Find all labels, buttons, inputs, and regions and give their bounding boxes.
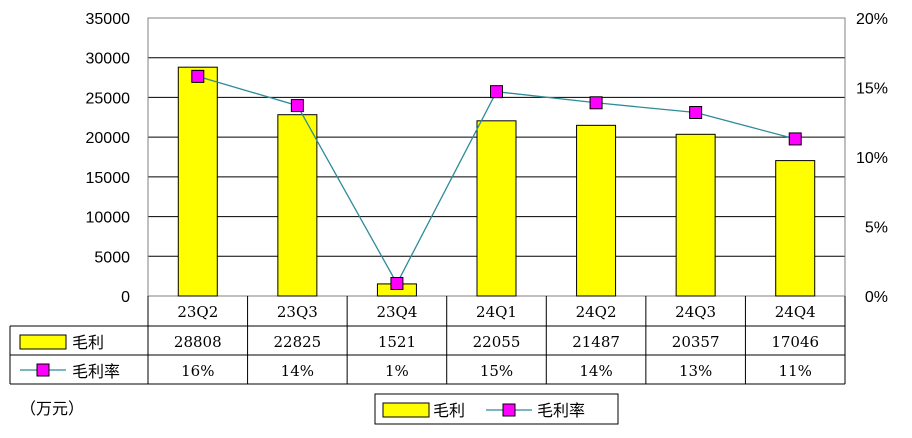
y-left-tick-label: 10000 bbox=[86, 210, 131, 227]
unit-note: （万元） bbox=[20, 399, 84, 418]
x-tick-label: 24Q2 bbox=[576, 303, 617, 321]
left-axis: 0 5000 10000 15000 20000 25000 30000 35000 bbox=[86, 11, 131, 306]
point-marker bbox=[191, 69, 205, 83]
table-cell-gross-profit: 22825 bbox=[273, 333, 321, 351]
point-marker bbox=[689, 106, 703, 120]
legend-marker bbox=[502, 403, 516, 417]
table-cell-gross-profit: 22055 bbox=[473, 333, 521, 351]
table-row-header-gross-profit: 毛利 bbox=[72, 333, 104, 352]
y-left-tick-label: 35000 bbox=[86, 11, 131, 28]
y-left-tick-label: 30000 bbox=[86, 51, 131, 68]
data-table: 23Q2 28808 16% 23Q3 22825 14% 23Q4 1521 1% 24Q1 22… bbox=[9, 296, 846, 385]
line-series bbox=[191, 69, 802, 290]
table-cell-gross-profit: 21487 bbox=[572, 333, 620, 351]
point-marker bbox=[290, 99, 304, 113]
x-tick-label: 23Q2 bbox=[177, 303, 218, 321]
table-cell-gross-margin: 1% bbox=[385, 362, 409, 380]
table-cell-gross-margin: 16% bbox=[181, 362, 214, 380]
bar bbox=[177, 66, 218, 297]
table-cell-gross-margin: 11% bbox=[779, 362, 812, 380]
point-marker bbox=[490, 85, 503, 99]
x-tick-label: 24Q3 bbox=[675, 303, 716, 321]
table-row-header-gross-margin: 毛利率 bbox=[72, 362, 120, 381]
legend-label-gross-margin: 毛利率 bbox=[537, 401, 585, 420]
table-legend-marker bbox=[36, 363, 50, 377]
legend: 毛利 毛利率 bbox=[374, 393, 619, 425]
y-right-tick-label: 5% bbox=[865, 220, 888, 237]
table-cell-gross-profit: 17046 bbox=[771, 333, 819, 351]
bar bbox=[476, 120, 517, 297]
x-tick-label: 23Q4 bbox=[376, 303, 417, 321]
y-left-tick-label: 20000 bbox=[86, 130, 131, 147]
y-left-tick-label: 0 bbox=[121, 289, 130, 306]
point-marker bbox=[788, 132, 802, 146]
y-left-tick-label: 25000 bbox=[86, 90, 131, 107]
x-tick-label: 24Q1 bbox=[476, 303, 517, 321]
y-left-tick-label: 5000 bbox=[94, 249, 130, 266]
table-cell-gross-margin: 14% bbox=[579, 362, 612, 380]
table-legend-bar-swatch bbox=[19, 334, 67, 350]
bar bbox=[775, 160, 816, 297]
y-left-tick-label: 15000 bbox=[86, 170, 131, 187]
y-right-tick-label: 0% bbox=[865, 289, 888, 306]
bar bbox=[277, 114, 318, 297]
table-cell-gross-profit: 1521 bbox=[378, 333, 416, 351]
y-right-tick-label: 15% bbox=[856, 81, 888, 98]
x-tick-label: 23Q3 bbox=[277, 303, 318, 321]
point-marker bbox=[390, 276, 404, 290]
legend-bar-swatch bbox=[382, 402, 430, 418]
y-right-tick-label: 10% bbox=[856, 150, 888, 167]
legend-label-gross-profit: 毛利 bbox=[433, 401, 465, 420]
table-cell-gross-profit: 28808 bbox=[174, 333, 222, 351]
bar bbox=[675, 133, 716, 297]
table-cell-gross-margin: 13% bbox=[679, 362, 712, 380]
bar bbox=[576, 124, 617, 297]
bar-series bbox=[177, 66, 816, 297]
table-cell-gross-margin: 14% bbox=[281, 362, 314, 380]
table-cell-gross-profit: 20357 bbox=[672, 333, 720, 351]
y-right-tick-label: 20% bbox=[856, 11, 888, 28]
point-marker bbox=[589, 96, 603, 110]
right-axis: 0% 5% 10% 15% 20% bbox=[856, 11, 888, 306]
x-tick-label: 24Q4 bbox=[775, 303, 816, 321]
table-cell-gross-margin: 15% bbox=[480, 362, 513, 380]
